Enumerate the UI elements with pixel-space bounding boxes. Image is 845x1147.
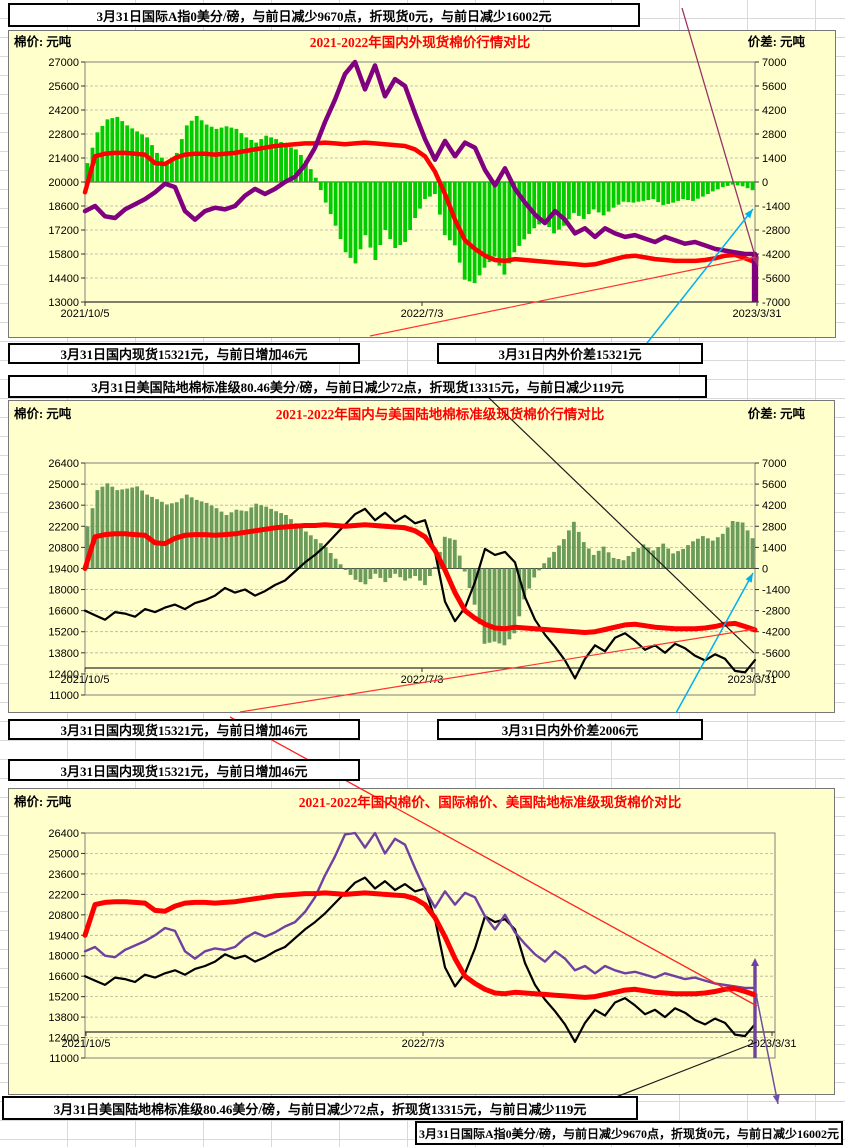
svg-text:22200: 22200 — [48, 889, 79, 901]
svg-text:18600: 18600 — [48, 201, 79, 213]
chart2-left-axis-title: 棉价: 元吨 — [14, 407, 72, 421]
svg-text:15200: 15200 — [48, 992, 79, 1004]
svg-text:23600: 23600 — [48, 869, 79, 881]
svg-text:-4200: -4200 — [762, 627, 790, 639]
svg-text:5600: 5600 — [762, 81, 786, 93]
svg-text:16600: 16600 — [48, 971, 79, 983]
svg-text:-1400: -1400 — [762, 585, 790, 597]
svg-text:18000: 18000 — [48, 951, 79, 963]
chart1-left-axis-title: 棉价: 元吨 — [14, 35, 72, 49]
svg-text:22800: 22800 — [48, 129, 79, 141]
svg-text:2800: 2800 — [762, 521, 786, 533]
svg-text:13000: 13000 — [48, 297, 79, 309]
svg-text:4200: 4200 — [762, 500, 786, 512]
svg-text:2022/7/3: 2022/7/3 — [401, 308, 444, 320]
svg-text:23600: 23600 — [48, 500, 79, 512]
svg-text:0: 0 — [762, 177, 768, 189]
chart1-title: 2021-2022年国内外现货棉价行情对比 — [309, 35, 531, 50]
svg-text:2800: 2800 — [762, 129, 786, 141]
svg-text:25600: 25600 — [48, 81, 79, 93]
svg-text:22200: 22200 — [48, 521, 79, 533]
svg-text:-7000: -7000 — [762, 669, 790, 681]
svg-text:21400: 21400 — [48, 153, 79, 165]
svg-text:18000: 18000 — [48, 585, 79, 597]
svg-text:-5600: -5600 — [762, 273, 790, 285]
svg-text:20000: 20000 — [48, 177, 79, 189]
svg-text:-1400: -1400 — [762, 201, 790, 213]
textbox-us-cotton-mid: 3月31日美国陆地棉标准级80.46美分/磅，与前日减少72点，折现货13315… — [8, 375, 707, 398]
svg-text:2021/10/5: 2021/10/5 — [62, 1038, 111, 1050]
svg-text:-4200: -4200 — [762, 249, 790, 261]
svg-text:7000: 7000 — [762, 57, 786, 69]
chart3-title: 2021-2022年国内棉价、国际棉价、美国陆地标准级现货棉价对比 — [298, 795, 682, 810]
svg-text:-5600: -5600 — [762, 648, 790, 660]
textbox-domestic-spot-3: 3月31日国内现货15321元，与前日增加46元 — [8, 759, 360, 781]
chart2-right-axis-title: 价差: 元吨 — [747, 407, 805, 421]
textbox-price-diff-1: 3月31日内外价差15321元 — [437, 343, 703, 364]
svg-text:24200: 24200 — [48, 105, 79, 117]
svg-text:2023/3/31: 2023/3/31 — [733, 308, 782, 320]
svg-text:13800: 13800 — [48, 1012, 79, 1024]
svg-text:-2800: -2800 — [762, 606, 790, 618]
svg-text:12400: 12400 — [48, 1033, 79, 1045]
svg-text:14400: 14400 — [48, 273, 79, 285]
svg-text:5600: 5600 — [762, 479, 786, 491]
svg-text:27000: 27000 — [48, 57, 79, 69]
svg-text:15800: 15800 — [48, 249, 79, 261]
svg-text:4200: 4200 — [762, 105, 786, 117]
svg-text:12400: 12400 — [48, 669, 79, 681]
svg-text:15200: 15200 — [48, 627, 79, 639]
svg-text:26400: 26400 — [48, 458, 79, 470]
svg-text:2023/3/31: 2023/3/31 — [728, 674, 777, 686]
svg-text:2023/3/31: 2023/3/31 — [748, 1038, 797, 1050]
chart1-right-axis-title: 价差: 元吨 — [747, 35, 805, 49]
svg-text:11000: 11000 — [49, 690, 79, 702]
svg-text:11000: 11000 — [49, 1053, 79, 1065]
svg-text:2021/10/5: 2021/10/5 — [61, 308, 110, 320]
svg-text:-2800: -2800 — [762, 225, 790, 237]
svg-text:2022/7/3: 2022/7/3 — [402, 1038, 445, 1050]
svg-text:-7000: -7000 — [762, 297, 790, 309]
svg-text:25000: 25000 — [48, 479, 79, 491]
svg-text:20800: 20800 — [48, 542, 79, 554]
svg-text:7000: 7000 — [762, 458, 786, 470]
svg-text:2021/10/5: 2021/10/5 — [61, 674, 110, 686]
textbox-international-top: 3月31日国际A指0美分/磅，与前日减少9670点，折现货0元，与前日减少160… — [8, 3, 640, 27]
svg-text:26400: 26400 — [48, 828, 79, 840]
textbox-international-bottom: 3月31日国际A指0美分/磅，与前日减少9670点，折现货0元，与前日减少160… — [415, 1121, 843, 1145]
svg-text:25000: 25000 — [48, 848, 79, 860]
textbox-domestic-spot-1: 3月31日国内现货15321元，与前日增加46元 — [8, 343, 360, 364]
svg-text:19400: 19400 — [48, 930, 79, 942]
svg-text:0: 0 — [762, 563, 768, 575]
textbox-us-cotton-bottom: 3月31日美国陆地棉标准级80.46美分/磅，与前日减少72点，折现货13315… — [2, 1096, 638, 1120]
svg-text:2022/7/3: 2022/7/3 — [401, 674, 444, 686]
svg-text:1400: 1400 — [762, 153, 786, 165]
textbox-price-diff-2: 3月31日内外价差2006元 — [437, 719, 703, 740]
svg-text:19400: 19400 — [48, 563, 79, 575]
svg-text:16600: 16600 — [48, 606, 79, 618]
textbox-domestic-spot-2: 3月31日国内现货15321元，与前日增加46元 — [8, 719, 360, 740]
svg-text:13800: 13800 — [48, 648, 79, 660]
svg-text:17200: 17200 — [48, 225, 79, 237]
chart2-title: 2021-2022年国内与美国陆地棉标准级现货棉价行情对比 — [275, 407, 605, 422]
svg-text:20800: 20800 — [48, 910, 79, 922]
svg-text:1400: 1400 — [762, 542, 786, 554]
chart3-left-axis-title: 棉价: 元吨 — [14, 795, 72, 809]
